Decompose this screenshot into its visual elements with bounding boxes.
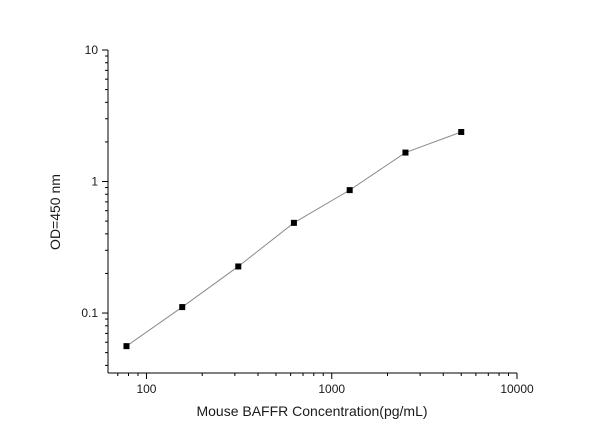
series-line-group (126, 131, 462, 347)
data-point-marker (346, 187, 353, 194)
ticks: 100 1000 10000 0.1 1 10 (81, 43, 534, 396)
y-axis-title: OD=450 nm (47, 174, 63, 250)
data-point-marker (235, 263, 242, 270)
data-point-marker (290, 219, 297, 226)
x-tick-label: 1000 (318, 382, 345, 396)
data-point-marker (458, 128, 465, 135)
data-point-marker (402, 149, 409, 156)
data-point-marker (179, 304, 186, 311)
data-point-marker (123, 343, 130, 350)
markers-group (123, 128, 465, 350)
y-tick-label: 0.1 (81, 306, 98, 320)
x-tick-label: 10000 (500, 382, 534, 396)
y-tick-label: 1 (91, 175, 98, 189)
x-tick-label: 100 (136, 382, 156, 396)
series-line (126, 131, 462, 347)
x-axis-title: Mouse BAFFR Concentration(pg/mL) (196, 403, 427, 419)
y-tick-label: 10 (85, 43, 99, 57)
